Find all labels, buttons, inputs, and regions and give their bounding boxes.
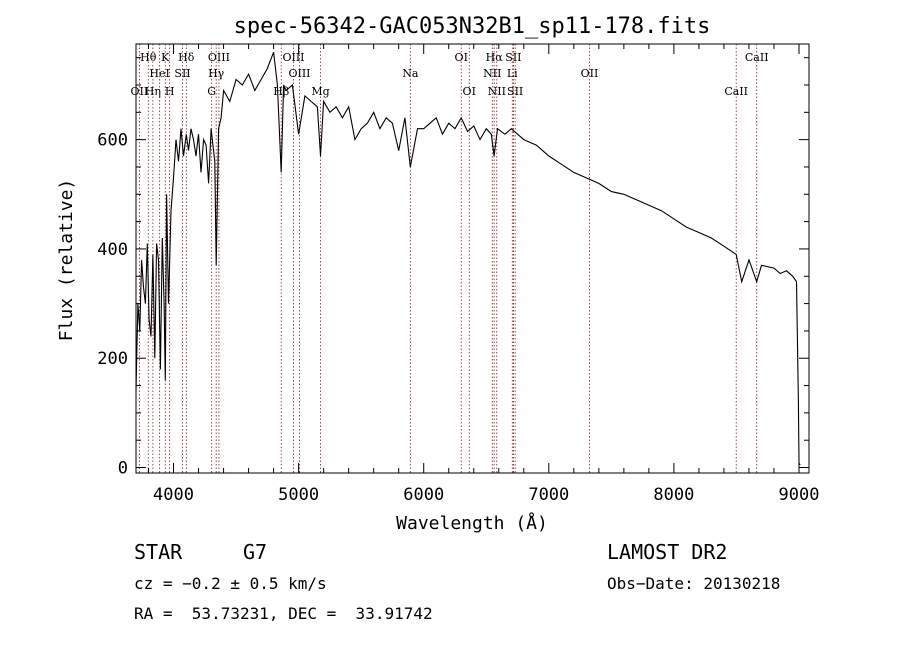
y-axis-label: Flux (relative) [56, 179, 77, 342]
line-label-nii: NII [488, 85, 506, 98]
line-label-oiii: OIII [208, 51, 230, 64]
x-tick-label: 9000 [779, 485, 820, 505]
plot-frame [135, 43, 810, 474]
line-label-hei: HeI [149, 67, 169, 80]
line-label-sii: SII [505, 51, 521, 64]
object-subclass: G7 [243, 540, 268, 564]
x-axis: 4000 5000 6000 7000 8000 9000 [148, 44, 820, 505]
line-label-hθ: Hθ [140, 51, 157, 64]
spectrum-line [135, 52, 801, 466]
x-tick-label: 8000 [653, 485, 694, 505]
x-tick-label: 6000 [403, 485, 444, 505]
ra-dec: RA = 53.73231, DEC = 33.91742 [134, 604, 433, 623]
x-tick-label: 7000 [528, 485, 569, 505]
line-label-caii: CaII [745, 51, 769, 64]
y-tick-label: 600 [97, 131, 128, 151]
line-label-sii: SII [507, 85, 523, 98]
line-label-li: Li [507, 67, 518, 80]
observation-date: Obs−Date: 20130218 [607, 574, 781, 593]
redshift-cz: cz = −0.2 ± 0.5 km/s [134, 574, 327, 593]
line-label-sii: SII [174, 67, 190, 80]
object-class: STAR [134, 540, 183, 564]
line-label-k: K [161, 51, 170, 64]
y-tick-label: 400 [97, 240, 128, 260]
line-label-oi: OI [463, 85, 476, 98]
line-label-hγ: Hγ [208, 67, 225, 80]
line-label-caii: CaII [724, 85, 748, 98]
line-label-oiii: OIII [282, 51, 304, 64]
line-label-oi: OI [455, 51, 468, 64]
line-label-oii: OII [581, 67, 599, 80]
x-tick-label: 4000 [153, 485, 194, 505]
emission-line-markers [138, 44, 758, 473]
x-axis-label: Wavelength (Å) [396, 512, 548, 534]
line-label-oii: OII [131, 85, 149, 98]
line-label-h: H [165, 85, 175, 98]
line-label-g: G [207, 85, 216, 98]
chart-title: spec-56342-GAC053N32B1_sp11-178.fits [234, 14, 711, 39]
y-axis: 0 200 400 600 [97, 57, 809, 479]
line-label-na: Na [402, 67, 419, 80]
line-label-oiii: OIII [288, 67, 310, 80]
line-label-hα: Hα [486, 51, 504, 64]
survey-name: LAMOST DR2 [607, 540, 728, 564]
line-label-mg: Mg [311, 85, 329, 98]
y-tick-label: 200 [97, 349, 128, 369]
line-label-hδ: Hδ [178, 51, 195, 64]
line-label-hβ: Hβ [273, 85, 289, 98]
line-label-nii: NII [483, 67, 501, 80]
x-tick-label: 5000 [278, 485, 319, 505]
y-tick-label: 0 [118, 459, 128, 479]
line-label-hη: Hη [145, 85, 161, 98]
emission-line-labels: OII Hθ Hη HeI K SII H Hδ OIII Hγ G OIII OIII Hβ Mg Na OI… [131, 51, 769, 98]
